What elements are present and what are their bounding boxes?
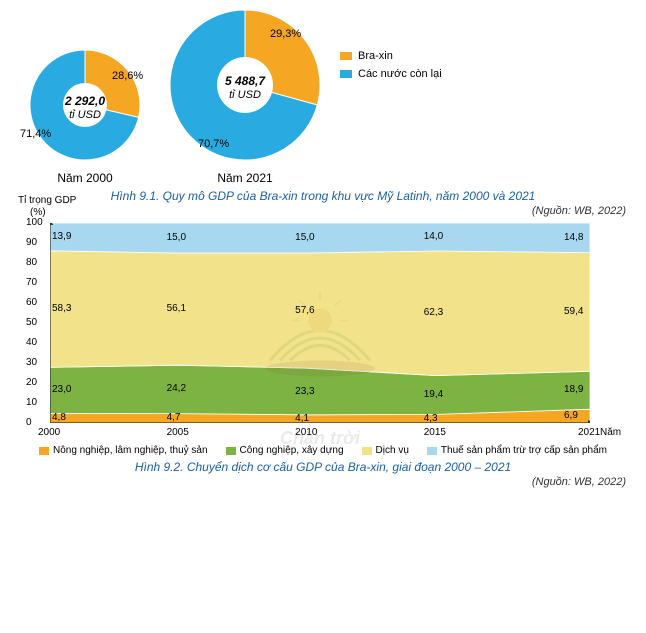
pie-slice-label: 29,3% <box>270 28 301 40</box>
area-value-label: 4,3 <box>424 413 438 424</box>
area-value-label: 24,2 <box>167 383 186 394</box>
y-tick-label: 70 <box>26 277 37 288</box>
y-axis-unit: (%) <box>30 207 46 218</box>
legend-item: Nông nghiệp, lâm nghiệp, thuỷ sản <box>39 445 208 456</box>
y-tick-label: 90 <box>26 237 37 248</box>
area-value-label: 4,8 <box>52 412 66 423</box>
legend-swatch <box>340 52 352 60</box>
figure-9-2-caption: Hình 9.2. Chuyển dịch cơ cấu GDP của Bra… <box>10 460 636 474</box>
pie-year-label: Năm 2021 <box>217 171 272 185</box>
area-value-label: 14,8 <box>564 232 583 243</box>
x-tick-label: 2015 <box>424 427 446 438</box>
area-value-label: 57,6 <box>295 305 314 316</box>
pie-center-value: 2 292,0tỉ USD <box>65 93 105 121</box>
area-value-label: 13,9 <box>52 231 71 242</box>
legend-item: Các nước còn lại <box>340 68 442 80</box>
y-tick-label: 50 <box>26 317 37 328</box>
x-axis-title: Năm <box>600 427 621 438</box>
y-tick-label: 80 <box>26 257 37 268</box>
y-tick-label: 20 <box>26 377 37 388</box>
area-legend: Nông nghiệp, lâm nghiệp, thuỷ sản Công ng… <box>10 445 636 456</box>
pie-slice-label: 70,7% <box>198 138 229 150</box>
pie-block-0: 2 292,0tỉ USD28,6%71,4%Năm 2000 <box>30 50 140 185</box>
pie-year-label: Năm 2000 <box>57 171 112 185</box>
x-tick-label: 2010 <box>295 427 317 438</box>
legend-label: Dịch vụ <box>376 445 409 456</box>
stacked-area-svg <box>50 223 590 423</box>
pie-slice-label: 71,4% <box>20 128 51 140</box>
figure-9-2-source: (Nguồn: WB, 2022) <box>10 476 636 488</box>
pie-legend: Bra-xin Các nước còn lại <box>340 50 442 80</box>
y-tick-label: 60 <box>26 297 37 308</box>
y-axis-title: Tỉ trọng GDP <box>18 195 76 206</box>
legend-swatch <box>362 447 372 455</box>
pie-slice-label: 28,6% <box>112 70 143 82</box>
area-value-label: 56,1 <box>167 303 186 314</box>
area-value-label: 23,0 <box>52 384 71 395</box>
figure-9-1-caption: Hình 9.1. Quy mô GDP của Bra-xin trong k… <box>10 189 636 203</box>
pie-block-1: 5 488,7tỉ USD 29,3% 70,7% Năm 2021 <box>170 10 320 185</box>
legend-item: Công nghiệp, xây dựng <box>226 445 344 456</box>
y-tick-label: 10 <box>26 397 37 408</box>
x-tick-label: 2005 <box>167 427 189 438</box>
legend-item: Thuế sản phẩm trừ trợ cấp sản phẩm <box>427 445 607 456</box>
y-tick-label: 100 <box>26 217 43 228</box>
area-value-label: 19,4 <box>424 389 443 400</box>
figure-9-1-source: (Nguồn: WB, 2022) <box>10 205 636 217</box>
y-tick-label: 0 <box>26 417 32 428</box>
legend-label: Nông nghiệp, lâm nghiệp, thuỷ sản <box>53 445 208 456</box>
legend-swatch <box>340 70 352 78</box>
pie-charts-section: 2 292,0tỉ USD 28,6% 71,4% Năm 2000 5 488,7tỉ… <box>10 10 636 185</box>
area-value-label: 58,3 <box>52 303 71 314</box>
legend-swatch <box>427 447 437 455</box>
area-chart-section: Chân trời0102030405060708090100Tỉ trọng … <box>10 223 636 488</box>
area-value-label: 62,3 <box>424 307 443 318</box>
y-tick-label: 40 <box>26 337 37 348</box>
legend-item: Dịch vụ <box>362 445 409 456</box>
x-tick-label: 2021 <box>578 427 600 438</box>
area-value-label: 23,3 <box>295 386 314 397</box>
area-value-label: 15,0 <box>167 232 186 243</box>
y-tick-label: 30 <box>26 357 37 368</box>
legend-item: Bra-xin <box>340 50 442 62</box>
area-value-label: 15,0 <box>295 232 314 243</box>
legend-label: Công nghiệp, xây dựng <box>240 445 344 456</box>
legend-swatch <box>226 447 236 455</box>
area-value-label: 4,1 <box>295 413 309 424</box>
legend-label: Các nước còn lại <box>358 68 442 80</box>
legend-label: Thuế sản phẩm trừ trợ cấp sản phẩm <box>441 445 607 456</box>
x-tick-label: 2000 <box>38 427 60 438</box>
legend-label: Bra-xin <box>358 50 393 62</box>
area-value-label: 59,4 <box>564 306 583 317</box>
area-value-label: 6,9 <box>564 410 578 421</box>
legend-swatch <box>39 447 49 455</box>
area-value-label: 18,9 <box>564 384 583 395</box>
area-value-label: 14,0 <box>424 231 443 242</box>
pie-center-value: 5 488,7tỉ USD <box>225 73 265 101</box>
area-value-label: 4,7 <box>167 412 181 423</box>
